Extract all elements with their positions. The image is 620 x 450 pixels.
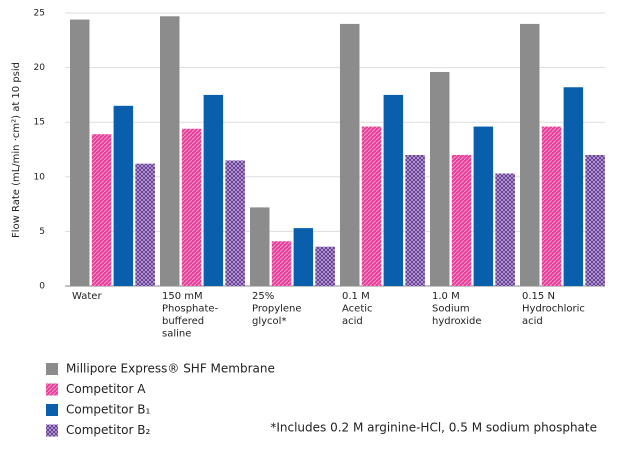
legend-label: Competitor A: [66, 382, 146, 396]
bar: [225, 160, 245, 286]
x-tick-label: Hydrochloric: [522, 304, 585, 315]
x-tick-label: 0.1 M: [342, 291, 370, 302]
x-tick-label: acid: [342, 316, 363, 327]
footnote: *Includes 0.2 M arginine-HCl, 0.5 M sodi…: [270, 421, 597, 435]
bar: [315, 246, 335, 286]
bar: [135, 163, 155, 286]
bar: [585, 154, 605, 286]
y-axis-label: Flow Rate (mL/min ·cm²) at 10 psid: [11, 62, 22, 238]
bar: [203, 94, 224, 287]
bar: [113, 105, 134, 286]
y-tick-label: 25: [34, 9, 45, 19]
bar: [383, 94, 404, 287]
x-tick-label: saline: [162, 329, 191, 340]
x-tick-label: buffered: [162, 316, 204, 327]
legend-swatch: [46, 383, 58, 396]
bar: [70, 19, 90, 286]
x-tick-label: Sodium: [432, 304, 470, 315]
bar: [541, 126, 562, 287]
legend-swatch: [46, 404, 58, 416]
bar: [520, 23, 540, 286]
bar: [495, 173, 515, 286]
bar: [340, 23, 360, 286]
x-tick-label: 0.15 N: [522, 291, 555, 302]
legend-swatch: [46, 363, 58, 375]
bar: [405, 154, 425, 286]
x-tick-label: hydroxide: [432, 316, 482, 327]
legend-swatch: [46, 424, 58, 437]
x-tick-label: 25%: [252, 291, 274, 302]
bar: [293, 228, 314, 286]
legend-label: Competitor B₂: [66, 423, 150, 437]
y-tick-label: 15: [34, 118, 45, 128]
bar: [563, 87, 584, 286]
bar: [361, 126, 382, 287]
legend-label: Competitor B₁: [66, 403, 150, 417]
bar: [473, 126, 494, 287]
x-tick-label: Phosphate-: [162, 304, 219, 315]
bar: [181, 128, 202, 286]
bar: [91, 134, 112, 286]
legend-label: Millipore Express® SHF Membrane: [66, 362, 275, 376]
y-tick-label: 10: [34, 172, 46, 182]
bar: [451, 154, 472, 286]
y-tick-label: 20: [34, 63, 46, 73]
x-tick-label: glycol*: [252, 316, 286, 327]
y-tick-label: 0: [39, 282, 45, 292]
bar: [250, 207, 270, 286]
bar: [430, 71, 450, 286]
x-tick-label: 150 mM: [162, 291, 203, 302]
bar: [271, 241, 292, 286]
y-tick-label: 5: [39, 227, 45, 237]
x-tick-label: Propylene: [252, 304, 302, 315]
bar: [160, 16, 180, 286]
x-tick-label: acid: [522, 316, 543, 327]
x-tick-label: Water: [72, 291, 102, 302]
x-tick-label: 1.0 M: [432, 291, 460, 302]
x-tick-label: Acetic: [342, 304, 373, 315]
